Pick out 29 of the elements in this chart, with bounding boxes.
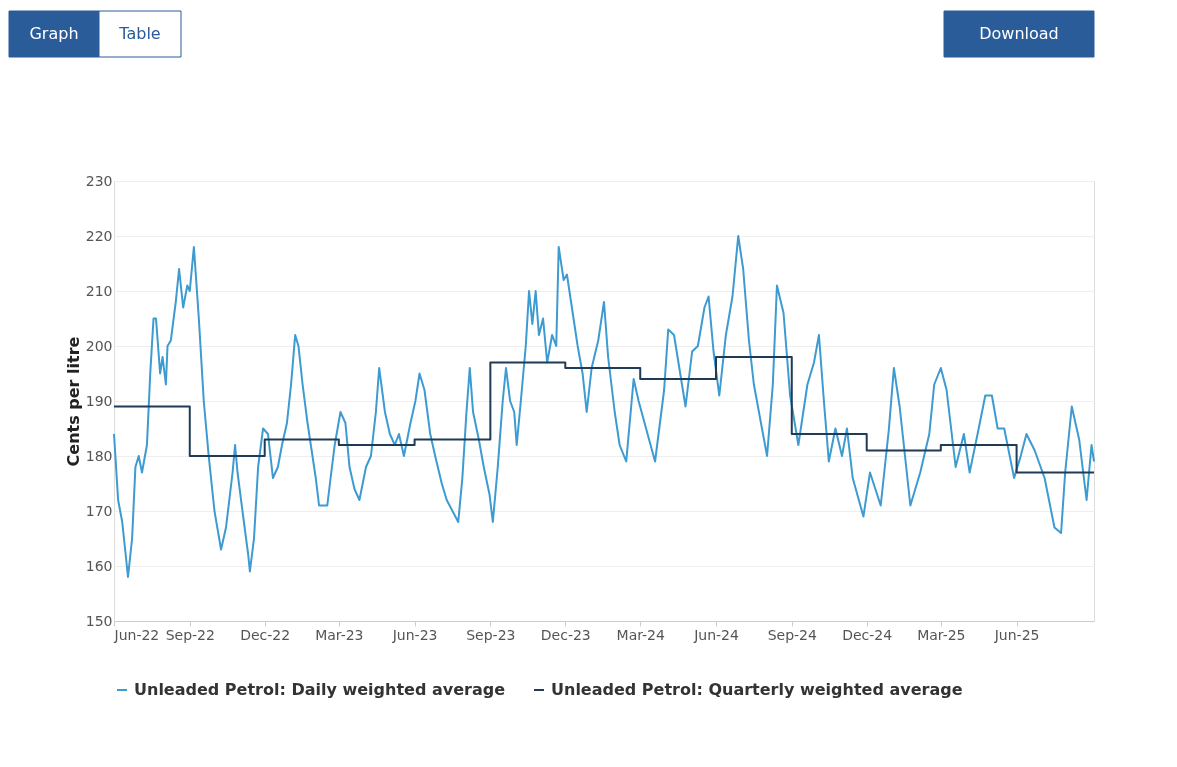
x-tick-label: Mar-25 [917,626,966,643]
x-tick-label: Mar-24 [616,626,666,643]
x-tick-label: Dec-23 [540,626,591,643]
x-tick-label: Jun-23 [391,626,438,643]
text: Table [118,24,161,43]
y-tick-label: 210 [85,282,113,299]
y-tick-label: 150 [85,612,113,629]
y-tick-label: 220 [85,227,113,244]
legend-label: Unleaded Petrol: Daily weighted average [134,680,506,699]
y-axis-title: Cents per litre [63,336,83,467]
x-tick-label: Sep-22 [165,626,215,643]
x-tick-label: Jun-22 [113,626,160,643]
y-tick-label: 160 [85,557,113,574]
legend-label: Unleaded Petrol: Quarterly weighted average [551,680,963,699]
x-tick-label: Dec-24 [842,626,893,643]
y-tick-label: 180 [85,447,113,464]
x-tick-label: Mar-23 [315,626,364,643]
x-tick-label: Dec-22 [240,626,291,643]
x-tick-label: Jun-25 [993,626,1040,643]
x-tick-label: Jun-24 [693,626,739,643]
y-tick-label: 230 [85,172,113,189]
line-series [113,235,1095,578]
text: Graph [29,24,79,43]
y-tick-label: 170 [85,502,113,519]
y-tick-label: 190 [85,392,113,409]
x-tick-label: Sep-23 [466,626,516,643]
y-tick-label: 200 [85,337,113,354]
x-tick-label: Sep-24 [767,626,817,643]
text: Download [979,24,1059,43]
